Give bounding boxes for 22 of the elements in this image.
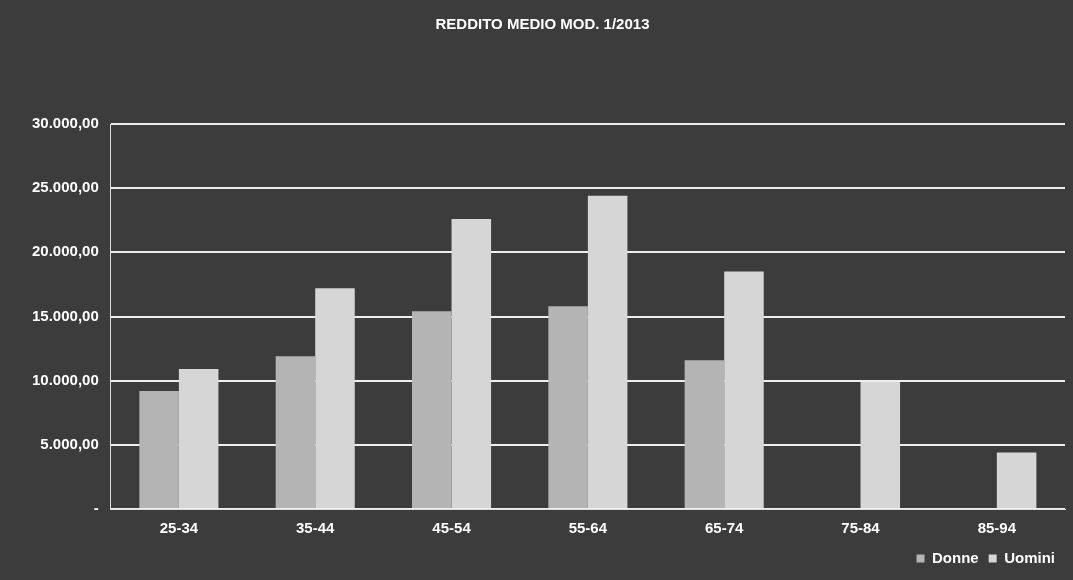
y-tick-label: 10.000,00 (32, 370, 99, 388)
x-tick-label: 25-34 (159, 519, 199, 537)
y-tick-label: 5.000,00 (40, 434, 99, 452)
y-tick-label: 15.000,00 (32, 306, 99, 324)
x-tick-label: 35-44 (296, 519, 336, 537)
x-tick-label: 65-74 (705, 519, 745, 537)
bar (412, 311, 452, 508)
bar (139, 390, 179, 508)
legend-label: Uomini (1004, 548, 1056, 566)
bar (548, 306, 588, 508)
x-tick-label: 85-94 (977, 519, 1017, 537)
y-tick-label: 25.000,00 (32, 178, 99, 196)
y-tick-label: 30.000,00 (32, 114, 99, 132)
chart-title: REDDITO MEDIO MOD. 1/2013 (435, 15, 650, 33)
y-tick-label: - (93, 499, 99, 517)
legend-label: Donne (932, 548, 979, 566)
x-tick-label: 45-54 (432, 519, 472, 537)
y-tick-label: 20.000,00 (32, 242, 99, 260)
x-tick-label: 55-64 (568, 519, 608, 537)
x-tick-label: 75-84 (841, 519, 881, 537)
bar (684, 360, 725, 508)
bar (275, 356, 316, 508)
